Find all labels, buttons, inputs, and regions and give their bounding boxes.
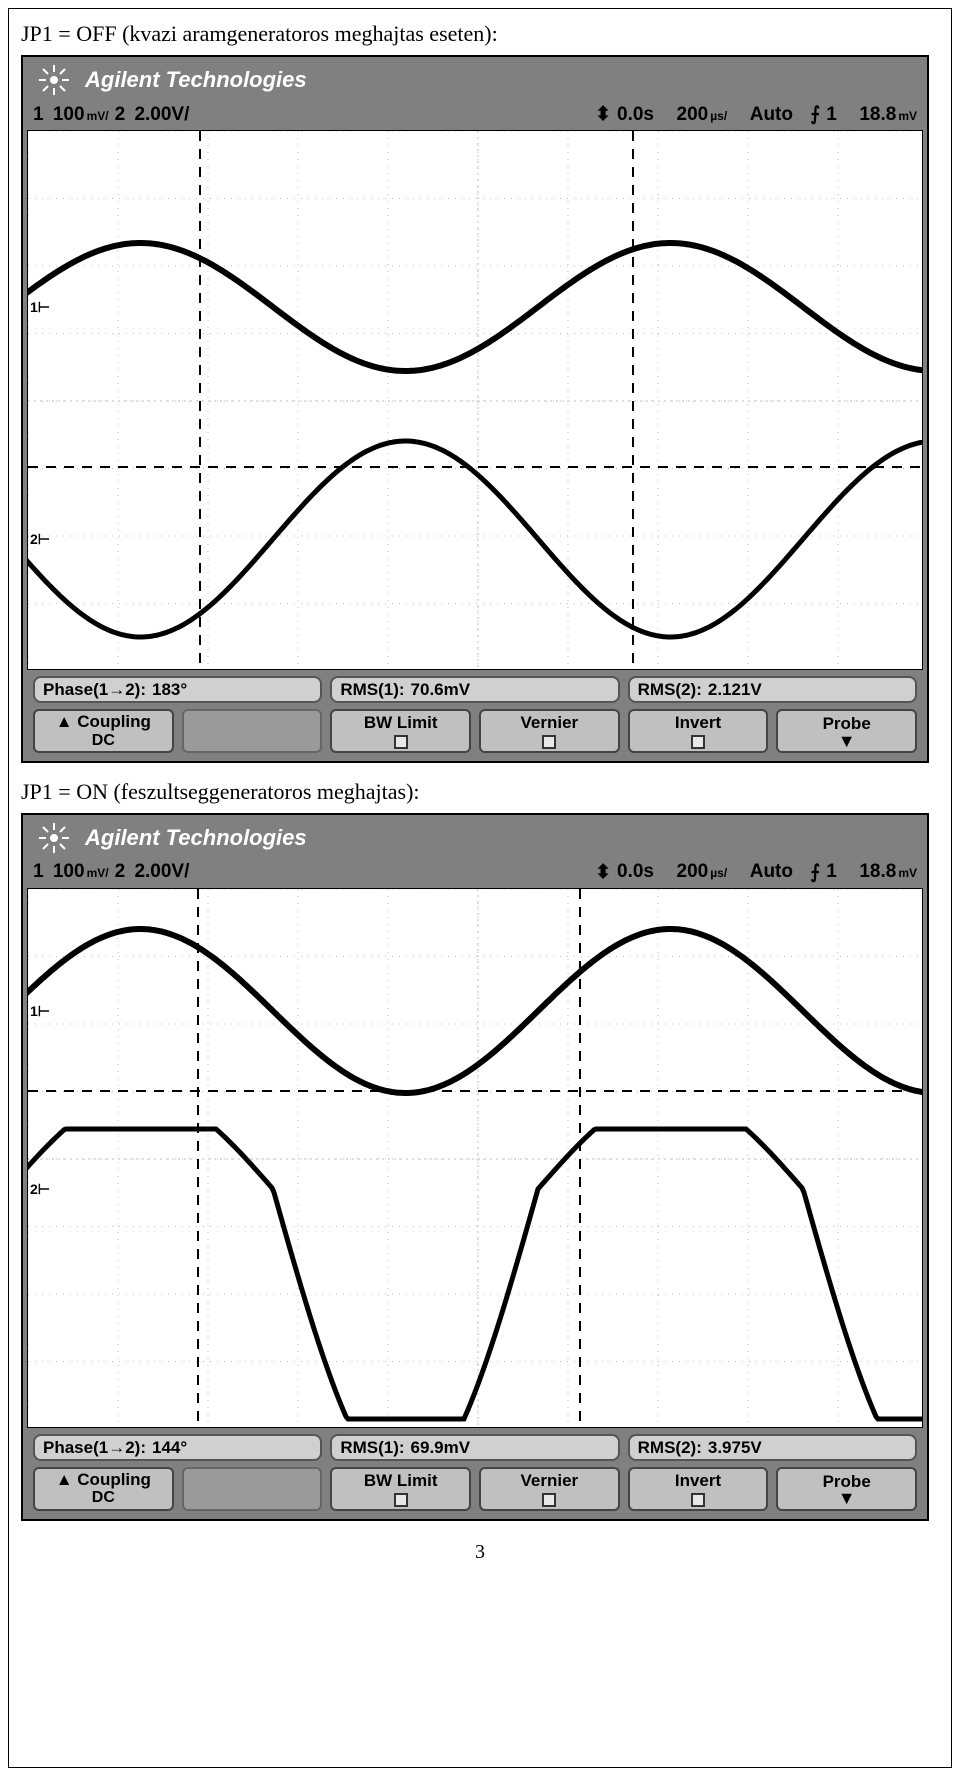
timediv-unit: µs/ [710, 109, 727, 123]
trigger-level: 18.8 [859, 104, 896, 126]
checkbox-icon [394, 735, 408, 749]
softkey-bwlimit[interactable]: BW Limit [330, 1467, 471, 1511]
trigger-mode: Auto [750, 861, 793, 883]
softkey-row: ▲ CouplingDC BW Limit Vernier Invert Pro… [23, 707, 927, 761]
softkey-invert[interactable]: Invert [628, 1467, 769, 1511]
delay: 0.0s [617, 104, 654, 126]
trigger-src: 1 [826, 861, 837, 883]
softkey-bwlimit[interactable]: BW Limit [330, 709, 471, 753]
ch1-unit: mV/ [87, 866, 109, 880]
timediv: 200 [677, 861, 709, 883]
trigger-unit: mV [898, 109, 917, 123]
trigger-level: 18.8 [859, 861, 896, 883]
agilent-logo-icon [33, 63, 75, 97]
ch1-id: 1 [33, 861, 44, 883]
svg-text:1⊢: 1⊢ [30, 299, 50, 315]
timebase-readout: 1 100mV/ 2 2.00V/ ⬍ 0.0s 200µs/ Auto ⨍ 1… [23, 101, 927, 130]
checkbox-icon [691, 1493, 705, 1507]
softkey-coupling[interactable]: ▲ CouplingDC [33, 709, 174, 753]
meas-rms2: RMS(2):3.975V [628, 1434, 917, 1461]
page-frame: JP1 = OFF (kvazi aramgeneratoros meghajt… [8, 8, 952, 1768]
waveform-display-1[interactable]: 1⊢ 2⊢ [27, 130, 923, 670]
ch2-scale: 2.00V/ [134, 104, 189, 126]
svg-text:1⊢: 1⊢ [30, 1003, 50, 1019]
trigger-marker-icon: ⬍ [595, 861, 611, 884]
softkey-empty[interactable] [182, 1467, 323, 1511]
softkey-vernier[interactable]: Vernier [479, 709, 620, 753]
timebase-readout: 1 100mV/ 2 2.00V/ ⬍ 0.0s 200µs/ Auto ⨍ 1… [23, 859, 927, 888]
waveform-svg: 1⊢ 2⊢ [28, 889, 923, 1428]
checkbox-icon [691, 735, 705, 749]
trigger-src: 1 [826, 104, 837, 126]
checkbox-icon [542, 735, 556, 749]
ch1-id: 1 [33, 104, 44, 126]
trigger-mode: Auto [750, 104, 793, 126]
waveform-display-2[interactable]: 1⊢ 2⊢ [27, 888, 923, 1428]
meas-rms2: RMS(2):2.121V [628, 676, 917, 703]
softkey-invert[interactable]: Invert [628, 709, 769, 753]
oscilloscope-panel-1: Agilent Technologies 1 100mV/ 2 2.00V/ ⬍… [21, 55, 929, 763]
ch1-unit: mV/ [87, 109, 109, 123]
softkey-coupling[interactable]: ▲ CouplingDC [33, 1467, 174, 1511]
ch2-scale: 2.00V/ [134, 861, 189, 883]
meas-rms1: RMS(1):70.6mV [330, 676, 619, 703]
meas-phase: Phase(1→2):183° [33, 676, 322, 703]
caption-1: JP1 = OFF (kvazi aramgeneratoros meghajt… [21, 21, 939, 47]
softkey-probe[interactable]: Probe▼ [776, 1467, 917, 1511]
caption-2: JP1 = ON (feszultseggeneratoros meghajta… [21, 779, 939, 805]
oscilloscope-panel-2: Agilent Technologies 1 100mV/ 2 2.00V/ ⬍… [21, 813, 929, 1521]
svg-text:2⊢: 2⊢ [30, 531, 50, 547]
svg-text:2⊢: 2⊢ [30, 1181, 50, 1197]
waveform-svg: 1⊢ 2⊢ [28, 131, 923, 670]
ch2-id: 2 [115, 104, 126, 126]
down-arrow-icon: ▼ [838, 1491, 856, 1505]
edge-icon: ⨍ [810, 861, 820, 884]
checkbox-icon [394, 1493, 408, 1507]
ch1-scale: 100 [53, 104, 85, 126]
checkbox-icon [542, 1493, 556, 1507]
trigger-marker-icon: ⬍ [595, 103, 611, 126]
timediv: 200 [677, 104, 709, 126]
softkey-probe[interactable]: Probe▼ [776, 709, 917, 753]
measurement-row: Phase(1→2):183° RMS(1):70.6mV RMS(2):2.1… [23, 670, 927, 707]
brand-text: Agilent Technologies [85, 825, 307, 851]
ch1-scale: 100 [53, 861, 85, 883]
ch2-id: 2 [115, 861, 126, 883]
measurement-row: Phase(1→2):144° RMS(1):69.9mV RMS(2):3.9… [23, 1428, 927, 1465]
brand-text: Agilent Technologies [85, 67, 307, 93]
softkey-empty[interactable] [182, 709, 323, 753]
agilent-logo-icon [33, 821, 75, 855]
page-number: 3 [21, 1541, 939, 1564]
delay: 0.0s [617, 861, 654, 883]
down-arrow-icon: ▼ [838, 734, 856, 748]
meas-rms1: RMS(1):69.9mV [330, 1434, 619, 1461]
softkey-vernier[interactable]: Vernier [479, 1467, 620, 1511]
edge-icon: ⨍ [810, 103, 820, 126]
meas-phase: Phase(1→2):144° [33, 1434, 322, 1461]
scope-header: Agilent Technologies [23, 57, 927, 101]
trigger-unit: mV [898, 866, 917, 880]
timediv-unit: µs/ [710, 866, 727, 880]
softkey-row: ▲ CouplingDC BW Limit Vernier Invert Pro… [23, 1465, 927, 1519]
scope-header: Agilent Technologies [23, 815, 927, 859]
